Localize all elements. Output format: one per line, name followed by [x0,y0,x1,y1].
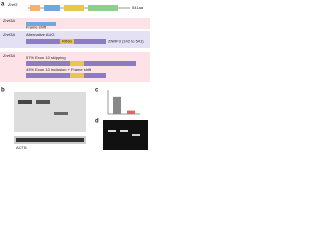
exon [44,5,60,11]
allele: Znrf3Δ [2,32,15,37]
domain [70,61,84,66]
figure: a Znrf3 541aa Znrf3Δ Frame shift Znrf3Δ … [0,2,150,150]
band [120,130,128,132]
row-note: 43% Exon 10 inclusion + Frame shift [26,67,92,72]
exon [88,5,118,11]
gene-name: Znrf3 [7,2,18,7]
band [108,130,116,132]
panel-label: a [1,2,5,8]
band [36,100,50,104]
domain-name: RING [62,39,72,44]
allele: Znrf3Δ [2,53,15,58]
row-note: 57% Exon 10 skipping [26,55,66,60]
allele: Znrf3Δ [2,18,15,23]
exon [64,5,84,11]
panel-label: b [1,88,5,94]
row-bg [0,18,150,29]
domain [60,39,74,44]
exon [30,5,40,11]
panel-label: c [95,88,99,94]
band [16,138,84,142]
band [18,100,32,104]
bar [113,96,121,114]
bar [127,110,135,114]
row-note: Alternative AUG [26,32,54,37]
bars [113,96,135,114]
protein-bar [26,22,56,26]
domain [70,73,84,78]
product: ZNRF3 (142 to 541) [108,39,144,44]
panel-label: d [95,119,99,125]
blot [14,92,86,132]
band [132,134,140,136]
protein-bar [26,73,106,78]
gel [103,120,148,150]
band [54,112,68,115]
row-note: Frame shift [26,25,47,30]
gene-length: 541aa [132,5,144,10]
loading-control: ACTB [16,145,27,150]
